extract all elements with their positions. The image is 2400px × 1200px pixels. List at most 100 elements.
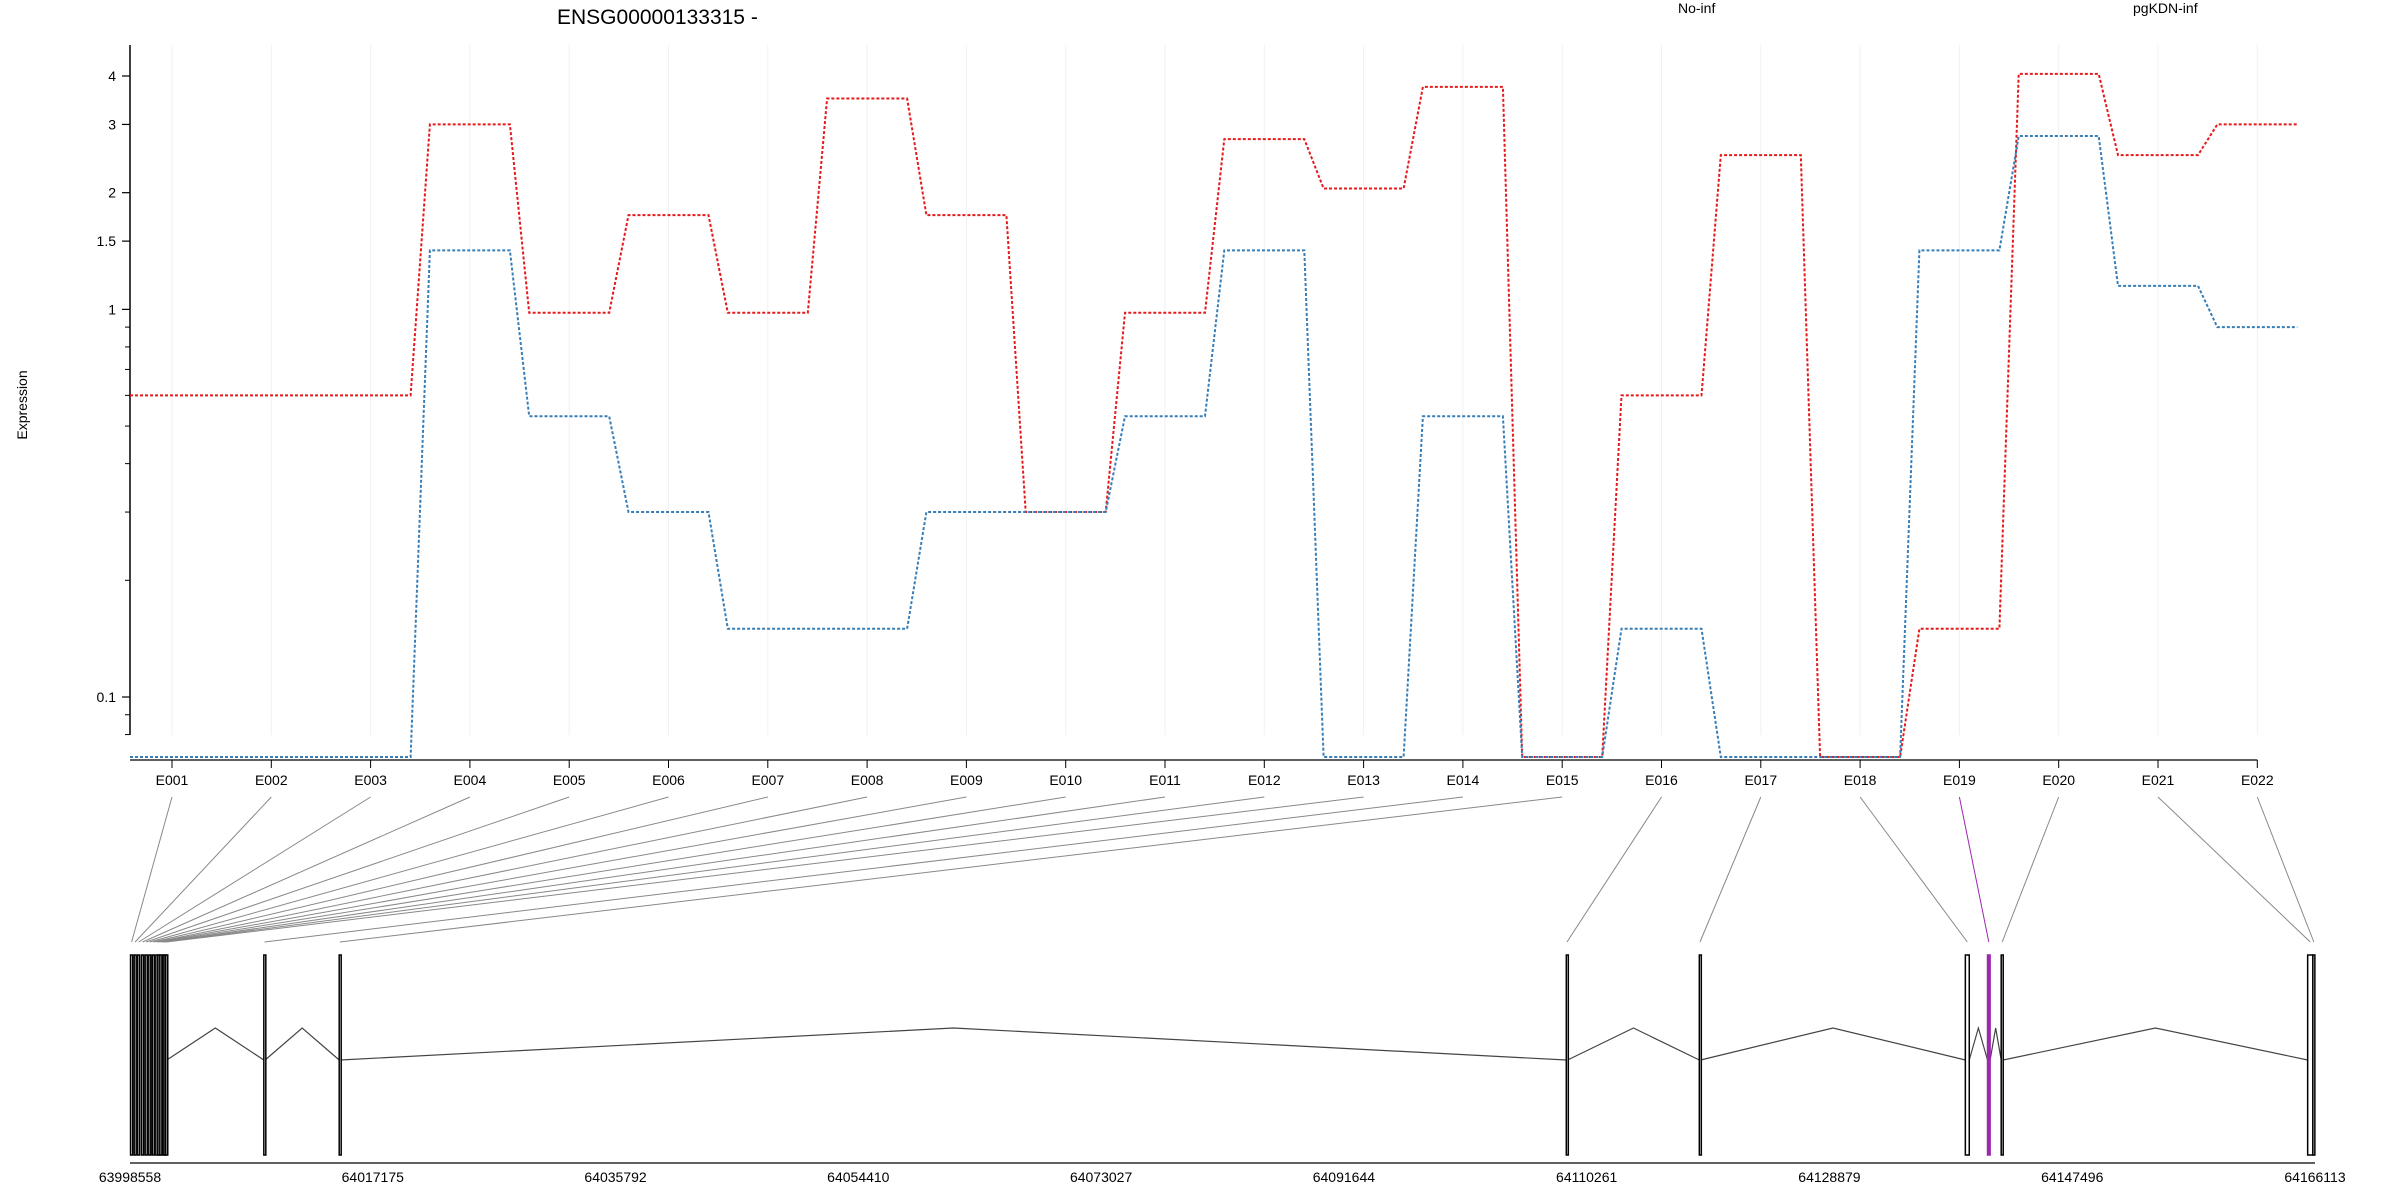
exon-connector bbox=[131, 796, 173, 943]
y-tick-label: 2 bbox=[108, 185, 116, 201]
series-line-no-inf bbox=[130, 72, 2298, 759]
y-tick-label: 1 bbox=[108, 301, 116, 317]
exon-connector bbox=[1958, 796, 1990, 943]
x-tick-label: E022 bbox=[2241, 772, 2274, 788]
coord-tick-label: 64147496 bbox=[2041, 1169, 2104, 1185]
exon-box bbox=[144, 954, 148, 1156]
x-tick-label: E010 bbox=[1049, 772, 1082, 788]
gene-model bbox=[129, 954, 2316, 1156]
y-tick-label: 4 bbox=[108, 68, 116, 84]
y-axis-label: Expression bbox=[14, 370, 30, 439]
exon-connectors bbox=[131, 796, 2315, 943]
x-axis: E001 E002 E003 E004 E005 E006 E007 E008 E009 E010… bbox=[130, 759, 2274, 788]
x-tick-label: E019 bbox=[1943, 772, 1976, 788]
exon-box bbox=[263, 954, 267, 1156]
exon-box bbox=[129, 954, 134, 1156]
coord-tick-label: 64128879 bbox=[1798, 1169, 1861, 1185]
x-tick-label: E009 bbox=[950, 772, 983, 788]
exon-connector bbox=[2256, 796, 2315, 943]
intron-line bbox=[1968, 1025, 1989, 1061]
coord-tick-label: 64073027 bbox=[1070, 1169, 1133, 1185]
exon-connector bbox=[162, 796, 1166, 943]
exon-connector bbox=[134, 796, 272, 943]
x-tick-label: E016 bbox=[1645, 772, 1678, 788]
exon-connector bbox=[1699, 796, 1762, 943]
exon-connector bbox=[138, 796, 371, 943]
intron-line bbox=[2003, 1027, 2308, 1061]
exon-box bbox=[2000, 954, 2004, 1156]
exon-box bbox=[136, 954, 141, 1156]
coord-tick-label: 64110261 bbox=[1556, 1169, 1617, 1185]
y-tick-label: 1.5 bbox=[97, 233, 117, 249]
x-tick-label: E017 bbox=[1744, 772, 1777, 788]
x-tick-label: E021 bbox=[2142, 772, 2175, 788]
x-tick-label: E012 bbox=[1248, 772, 1281, 788]
exon-box bbox=[133, 954, 137, 1156]
x-tick-label: E005 bbox=[553, 772, 586, 788]
exon-connector bbox=[149, 796, 669, 943]
x-tick-label: E011 bbox=[1149, 772, 1181, 788]
coord-tick-label: 64035792 bbox=[584, 1169, 647, 1185]
x-tick-label: E007 bbox=[751, 772, 784, 788]
exon-box bbox=[151, 954, 156, 1156]
coord-tick-label: 64017175 bbox=[342, 1169, 405, 1185]
exon-box bbox=[1565, 954, 1570, 1156]
intron-line bbox=[340, 1027, 1567, 1061]
exon-box bbox=[2306, 954, 2314, 1156]
intron-line bbox=[1567, 1027, 1700, 1061]
y-tick-label: 3 bbox=[108, 116, 116, 132]
coord-tick-label: 64091644 bbox=[1313, 1169, 1376, 1185]
exon-connector bbox=[164, 796, 1265, 943]
exon-box bbox=[140, 954, 145, 1156]
y-tick-label: 0.1 bbox=[97, 689, 117, 705]
x-tick-label: E001 bbox=[156, 772, 189, 788]
x-tick-label: E006 bbox=[652, 772, 685, 788]
exon-connector bbox=[166, 796, 1364, 943]
coord-tick-label: 64166113 bbox=[2284, 1169, 2345, 1185]
legend-entry-no-inf: No-inf bbox=[1678, 0, 1715, 16]
intron-line bbox=[1700, 1027, 1966, 1061]
legend-entry-pgkdn-inf: pgKDN-inf bbox=[2133, 0, 2198, 16]
exon-connector bbox=[146, 796, 570, 943]
exon-box bbox=[1964, 954, 1971, 1156]
genomic-coordinate-axis: 63998558 64017175 64035792 64054410 64073027… bbox=[99, 1162, 2346, 1185]
exon-connector bbox=[1566, 796, 1662, 943]
exon-connector bbox=[339, 796, 1563, 943]
x-tick-label: E015 bbox=[1546, 772, 1579, 788]
exon-box bbox=[1986, 954, 1991, 1156]
exon-connector bbox=[158, 796, 967, 943]
x-tick-label: E003 bbox=[354, 772, 387, 788]
x-tick-label: E008 bbox=[851, 772, 884, 788]
chart-title: ENSG00000133315 - bbox=[557, 6, 758, 29]
exon-connector bbox=[142, 796, 471, 943]
exon-connector bbox=[160, 796, 1066, 943]
exon-connector bbox=[2157, 796, 2311, 943]
x-tick-label: E013 bbox=[1347, 772, 1380, 788]
exon-connector bbox=[2001, 796, 2060, 943]
x-tick-label: E020 bbox=[2042, 772, 2075, 788]
series-line-pgkdn-inf bbox=[130, 135, 2298, 759]
x-tick-label: E018 bbox=[1844, 772, 1877, 788]
exon-box bbox=[159, 954, 163, 1156]
exon-connector bbox=[264, 796, 1463, 943]
grid bbox=[171, 45, 2258, 735]
x-tick-label: E004 bbox=[454, 772, 487, 788]
x-tick-label: E002 bbox=[255, 772, 288, 788]
intron-line bbox=[1989, 1027, 2002, 1061]
exon-connector bbox=[153, 796, 768, 943]
exon-box bbox=[165, 954, 169, 1156]
exon-box bbox=[1698, 954, 1703, 1156]
intron-line bbox=[264, 1027, 340, 1061]
intron-line bbox=[166, 1027, 265, 1061]
x-tick-label: E014 bbox=[1447, 772, 1480, 788]
series-lines bbox=[130, 72, 2298, 759]
exon-connector bbox=[156, 796, 868, 943]
exon-box bbox=[148, 954, 152, 1156]
coord-tick-label: 64054410 bbox=[827, 1169, 890, 1185]
exon-box bbox=[2312, 954, 2316, 1156]
coord-tick-label: 63998558 bbox=[99, 1169, 162, 1185]
exon-connector bbox=[1859, 796, 1968, 943]
y-axis: 0.1 1 1.5 2 3 4 bbox=[97, 45, 131, 736]
exon-box bbox=[338, 954, 342, 1156]
